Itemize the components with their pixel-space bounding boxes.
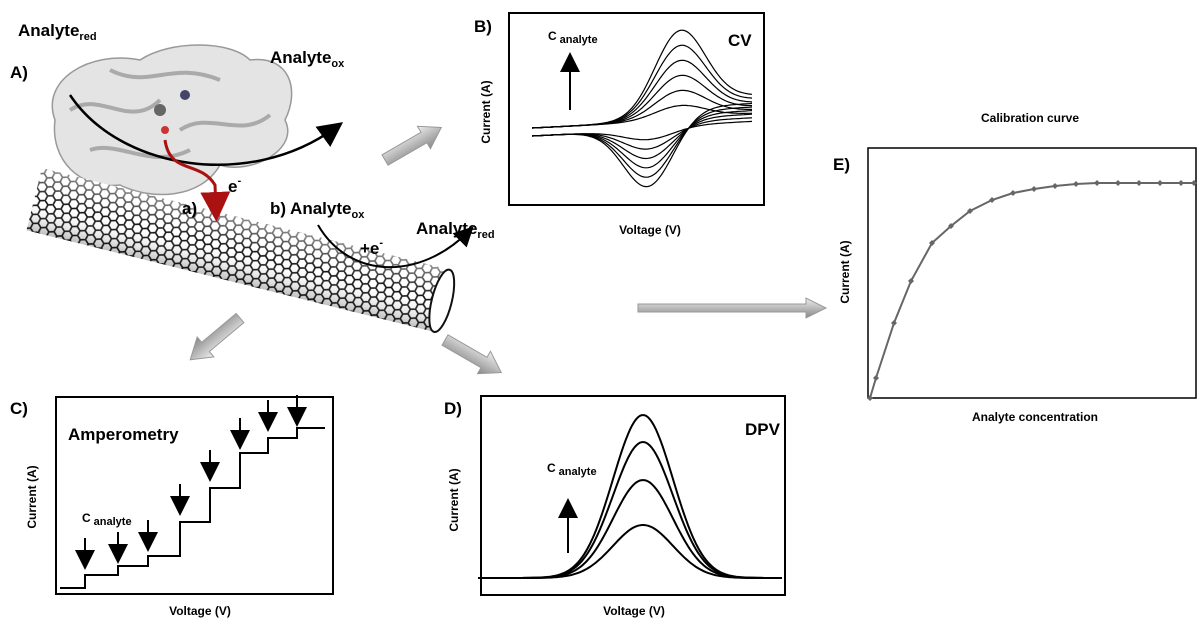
marker: [1073, 181, 1079, 187]
oxidation-arrow: [68, 94, 344, 166]
cv-reverse: [531, 117, 753, 150]
subscript: red: [477, 229, 494, 241]
subscript: ox: [331, 58, 345, 70]
marker: [1157, 180, 1163, 186]
calibration-curve: [867, 180, 1197, 401]
cv-forward: [531, 29, 753, 129]
marker: [1191, 180, 1197, 186]
marker: [1178, 180, 1184, 186]
text: C: [548, 29, 557, 43]
cv-reverse: [531, 102, 753, 188]
path-label: b): [270, 199, 286, 218]
block-arrow: [189, 312, 245, 361]
marker: [1010, 190, 1016, 196]
path-b: b) Analyteox: [270, 199, 365, 221]
reduction-arrow: [317, 224, 474, 269]
subscript: analyte: [559, 466, 597, 478]
x-label: Voltage (V): [619, 223, 681, 237]
subscript: analyte: [94, 516, 132, 528]
block-arrow: [441, 334, 503, 375]
marker: [1115, 180, 1121, 186]
panel-title: DPV: [745, 420, 781, 439]
subscript: analyte: [560, 34, 598, 46]
arrows: [75, 395, 307, 570]
electron-path: [163, 139, 231, 222]
y-label: Current (A): [838, 240, 852, 303]
subscript: red: [79, 31, 96, 43]
superscript: -: [237, 175, 241, 187]
text: C: [547, 461, 556, 475]
x-label: Voltage (V): [603, 604, 665, 618]
marker: [1031, 186, 1037, 192]
marker: [1094, 180, 1100, 186]
panel-box: [867, 147, 1197, 399]
marker: [1136, 180, 1142, 186]
cv-forward: [531, 89, 752, 129]
marker: [873, 375, 879, 381]
x-label: Analyte concentration: [972, 410, 1098, 424]
product: Analytered: [416, 219, 495, 241]
marker: [989, 197, 995, 203]
dpv-curve: [478, 524, 782, 579]
protein: [51, 44, 293, 196]
panel-label: D): [444, 399, 462, 418]
panel-title: CV: [728, 31, 752, 50]
dpv-curve: [478, 414, 782, 579]
x-label: Voltage (V): [169, 604, 231, 618]
cv-curves: [531, 29, 753, 188]
panel-label: C): [10, 399, 28, 418]
text: Analyte: [290, 199, 351, 218]
cv-reverse: [531, 120, 753, 141]
nanotube: [26, 168, 456, 333]
text: +e: [360, 239, 379, 258]
amperometry-trace: [60, 427, 325, 589]
curve: [869, 182, 1194, 399]
y-label: Current (A): [447, 468, 461, 531]
marker: [1052, 183, 1058, 189]
marker: [948, 223, 954, 229]
electron: +e-: [360, 237, 383, 258]
text: C: [82, 511, 91, 525]
block-arrow: [381, 125, 443, 166]
text: Analyte: [416, 219, 477, 238]
dpv-curves: [478, 414, 782, 579]
panel-box: [55, 396, 334, 595]
block-arrow: [637, 297, 828, 319]
panel-title: Calibration curve: [981, 111, 1079, 125]
marker: [908, 278, 914, 284]
marker: [867, 395, 873, 401]
marker: [929, 240, 935, 246]
panel-label: B): [474, 17, 492, 36]
y-label: Current (A): [25, 465, 39, 528]
panel-title: Amperometry: [68, 425, 179, 444]
dpv-curve: [478, 441, 782, 579]
text: Analyte: [18, 21, 79, 40]
marker: [967, 208, 973, 214]
path-label: a): [182, 199, 197, 218]
superscript: -: [379, 237, 383, 249]
y-label: Current (A): [479, 80, 493, 143]
text: Analyte: [270, 48, 331, 67]
marker: [891, 320, 897, 326]
cv-forward: [531, 44, 753, 129]
panel-label: E): [833, 155, 850, 174]
panel-box: [508, 12, 765, 206]
reactant: Analytered: [18, 21, 97, 43]
product: Analyteox: [270, 48, 345, 70]
electron: e-: [228, 175, 241, 196]
panel-box: [480, 395, 786, 596]
text: e: [228, 177, 237, 196]
subscript: ox: [351, 209, 365, 221]
panel-label: A): [10, 63, 28, 82]
cv-reverse: [531, 113, 753, 160]
